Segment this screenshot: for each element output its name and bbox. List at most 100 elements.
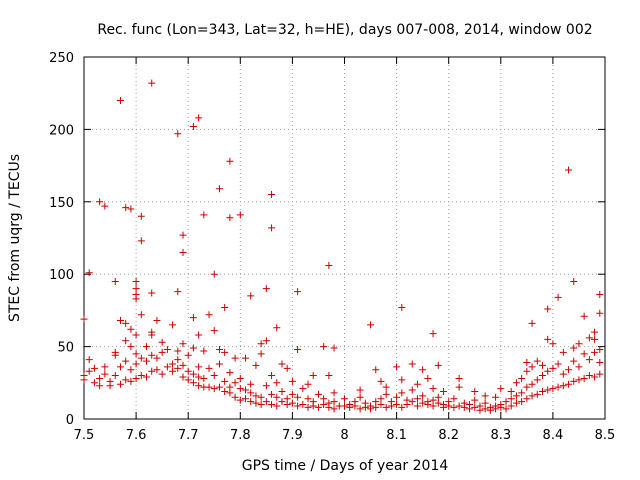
- data-point: [544, 386, 552, 394]
- data-point: [179, 373, 187, 381]
- data-point: [398, 403, 406, 411]
- data-point: [80, 315, 88, 323]
- x-tick-label: 7.9: [282, 428, 303, 443]
- data-point: [356, 393, 364, 401]
- data-point: [528, 380, 536, 388]
- data-point: [96, 382, 104, 390]
- data-point: [179, 340, 187, 348]
- data-point: [320, 395, 328, 403]
- data-point: [393, 393, 401, 401]
- data-point: [325, 262, 333, 270]
- data-point: [116, 317, 124, 325]
- data-point: [210, 372, 218, 380]
- x-tick-label: 7.7: [178, 428, 199, 443]
- data-point: [189, 379, 197, 387]
- data-point: [80, 376, 88, 384]
- data-point: [413, 402, 421, 410]
- data-point: [278, 387, 286, 395]
- data-point: [413, 380, 421, 388]
- data-point: [189, 314, 197, 322]
- data-point: [565, 366, 573, 374]
- data-point: [325, 372, 333, 380]
- data-point: [299, 401, 307, 409]
- data-point: [273, 379, 281, 387]
- data-point: [398, 376, 406, 384]
- data-point: [127, 205, 135, 213]
- data-point: [476, 402, 484, 410]
- data-point: [544, 367, 552, 375]
- data-point: [132, 350, 140, 358]
- data-point: [450, 395, 458, 403]
- data-point: [221, 387, 229, 395]
- data-point: [497, 401, 505, 409]
- data-point: [455, 402, 463, 410]
- data-point: [127, 377, 135, 385]
- data-point: [565, 166, 573, 174]
- data-point: [424, 374, 432, 382]
- data-point: [434, 361, 442, 369]
- data-point: [116, 96, 124, 104]
- data-point: [429, 396, 437, 404]
- data-point: [247, 292, 255, 300]
- data-point: [148, 289, 156, 297]
- data-point: [215, 185, 223, 193]
- x-tick-label: 8.2: [438, 428, 459, 443]
- data-point: [215, 345, 223, 353]
- data-point: [393, 363, 401, 371]
- data-point: [111, 277, 119, 285]
- data-point: [101, 363, 109, 371]
- data-point: [96, 198, 104, 206]
- x-tick-label: 7.8: [230, 428, 251, 443]
- data-point: [252, 392, 260, 400]
- data-point: [424, 398, 432, 406]
- data-point: [356, 386, 364, 394]
- data-point: [288, 399, 296, 407]
- y-tick-label: 0: [66, 413, 74, 428]
- data-point: [294, 288, 302, 296]
- data-point: [132, 374, 140, 382]
- y-tick-label: 150: [49, 196, 74, 211]
- data-point: [143, 357, 151, 365]
- data-point: [429, 330, 437, 338]
- data-point: [215, 383, 223, 391]
- data-point: [195, 363, 203, 371]
- data-point: [507, 387, 515, 395]
- data-point: [361, 399, 369, 407]
- data-point: [257, 340, 265, 348]
- data-point: [205, 383, 213, 391]
- data-point: [137, 311, 145, 319]
- data-points: [80, 79, 604, 414]
- data-point: [163, 345, 171, 353]
- data-point: [523, 359, 531, 367]
- data-point: [273, 393, 281, 401]
- data-point: [85, 269, 93, 277]
- data-point: [439, 387, 447, 395]
- data-point: [210, 327, 218, 335]
- data-point: [137, 237, 145, 245]
- data-point: [523, 367, 531, 375]
- data-point: [445, 398, 453, 406]
- data-point: [257, 393, 265, 401]
- data-point: [544, 305, 552, 313]
- data-point: [471, 396, 479, 404]
- data-point: [273, 324, 281, 332]
- data-point: [262, 285, 270, 293]
- data-point: [486, 403, 494, 411]
- data-point: [570, 357, 578, 365]
- data-point: [377, 395, 385, 403]
- data-point: [116, 363, 124, 371]
- data-point: [434, 393, 442, 401]
- data-point: [283, 364, 291, 372]
- data-point: [195, 373, 203, 381]
- data-point: [419, 392, 427, 400]
- data-point: [127, 366, 135, 374]
- data-point: [591, 348, 599, 356]
- data-point: [215, 360, 223, 368]
- data-point: [549, 340, 557, 348]
- data-point: [148, 351, 156, 359]
- data-point: [481, 392, 489, 400]
- data-point: [450, 403, 458, 411]
- data-point: [570, 344, 578, 352]
- data-point: [570, 377, 578, 385]
- data-point: [455, 383, 463, 391]
